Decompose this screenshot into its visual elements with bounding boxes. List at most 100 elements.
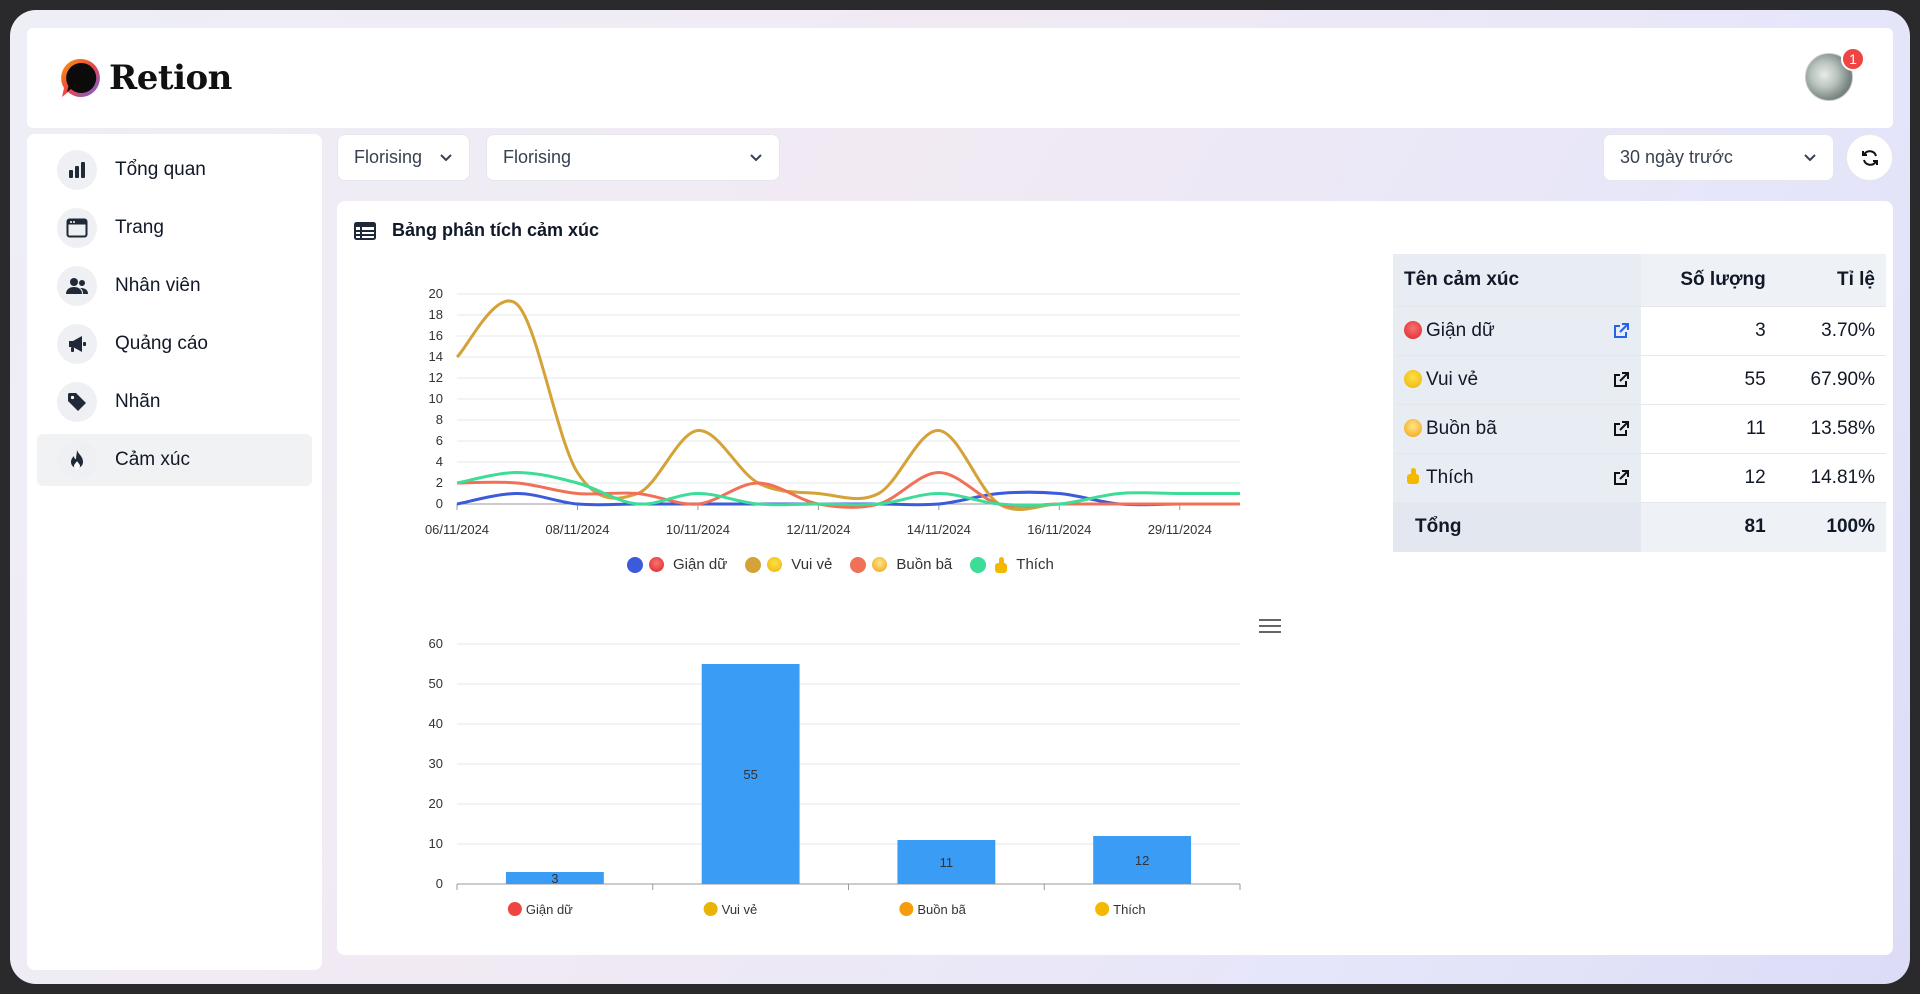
total-ratio: 100%: [1776, 501, 1886, 552]
workspace-select[interactable]: Florising: [337, 134, 470, 181]
crying-face-icon: [872, 557, 888, 572]
x-tick-label: 12/11/2024: [786, 522, 850, 537]
category-emoji-icon: [899, 902, 914, 916]
name-cell: Vui vẻ: [1393, 354, 1641, 404]
top-header: Retion 1: [27, 28, 1893, 128]
app-name: Retion: [109, 58, 232, 98]
table-row: Vui vẻ 55 67.90%: [1393, 354, 1886, 404]
legend-item-happy[interactable]: Vui vẻ: [745, 556, 832, 573]
bar-data-label: 11: [940, 855, 954, 870]
sidebar-item-emotions[interactable]: Cảm xúc: [37, 434, 312, 486]
count-cell: 3: [1641, 305, 1777, 355]
y-tick-label: 60: [429, 636, 443, 651]
workspace-select-value: Florising: [354, 147, 423, 167]
table-header-row: Tên cảm xúc Số lượng Tỉ lệ: [1393, 254, 1886, 306]
chevron-down-icon: [440, 153, 452, 161]
y-tick-label: 14: [429, 349, 443, 364]
emotion-bar-chart: 0 10 20 30 40 50 60 3 Giận dữ 55 Vui vẻ 11 Buồn bã 12…: [429, 636, 1241, 917]
sidebar-item-label: Trang: [115, 217, 164, 238]
y-tick-label: 4: [436, 454, 443, 469]
emotion-table: Tên cảm xúc Số lượng Tỉ lệ Giận dữ 3 3.7…: [1393, 254, 1886, 552]
external-link-icon[interactable]: [1612, 322, 1630, 340]
ratio-cell: 13.58%: [1776, 403, 1886, 453]
sidebar-item-pages[interactable]: Trang: [37, 202, 312, 254]
legend-dot: [627, 556, 643, 573]
bar-data-label: 55: [743, 767, 757, 782]
sidebar-item-overview[interactable]: Tổng quan: [37, 144, 312, 196]
x-tick-label: 08/11/2024: [545, 522, 609, 537]
series-line-2[interactable]: [455, 299, 1240, 511]
bar-chart-icon: [57, 150, 97, 190]
name-cell: Giận dữ: [1393, 305, 1641, 355]
y-tick-label: 30: [429, 756, 443, 771]
category-emoji-icon: [507, 902, 522, 916]
thumbs-up-icon: [1404, 467, 1422, 486]
legend-dot: [970, 556, 987, 573]
bar[interactable]: [701, 664, 800, 884]
sidebar-item-label: Cảm xúc: [115, 449, 190, 470]
refresh-button[interactable]: [1846, 134, 1893, 181]
card-title: Bảng phân tích cảm xúc: [354, 220, 599, 241]
y-tick-label: 50: [429, 676, 443, 691]
sidebar-item-label: Quảng cáo: [115, 333, 208, 354]
column-header-ratio: Tỉ lệ: [1776, 254, 1886, 306]
y-tick-label: 8: [436, 412, 443, 427]
legend-item-sad[interactable]: Buồn bã: [850, 556, 952, 573]
tag-icon: [57, 382, 97, 422]
table-icon: [354, 221, 376, 240]
date-range-select[interactable]: 30 ngày trước: [1603, 134, 1834, 181]
name-cell: Thích: [1393, 452, 1641, 502]
notification-badge: 1: [1841, 47, 1865, 71]
emotion-name: Thích: [1426, 466, 1474, 488]
bar[interactable]: [505, 872, 604, 884]
x-tick-label: Vui vẻ: [722, 902, 758, 917]
y-tick-label: 20: [429, 286, 443, 301]
user-avatar-button[interactable]: 1: [1805, 47, 1865, 103]
external-link-icon[interactable]: [1612, 371, 1630, 389]
legend-label: Buồn bã: [896, 556, 953, 573]
browser-window-icon: [57, 208, 97, 248]
chat-bubble-logo-icon: [61, 58, 100, 97]
category-emoji-icon: [1095, 902, 1110, 916]
y-tick-label: 40: [429, 716, 443, 731]
legend-item-angry[interactable]: Giận dữ: [627, 556, 727, 573]
y-tick-label: 2: [436, 475, 443, 490]
sidebar: Tổng quan Trang Nhân viên Quảng cáo Nhãn: [27, 134, 322, 970]
bar[interactable]: [1093, 836, 1192, 884]
x-tick-label: 14/11/2024: [907, 522, 971, 537]
sidebar-item-tags[interactable]: Nhãn: [37, 376, 312, 428]
legend-dot: [850, 556, 867, 573]
x-tick-label: 10/11/2024: [666, 522, 730, 537]
y-tick-label: 0: [436, 876, 443, 891]
series-line-4[interactable]: [456, 470, 1240, 507]
page-select-value: Florising: [503, 147, 572, 167]
ratio-cell: 14.81%: [1776, 452, 1886, 502]
x-tick-label: 29/11/2024: [1148, 522, 1212, 537]
table-row: Thích 12 14.81%: [1393, 452, 1886, 502]
thumbs-up-icon: [992, 557, 1008, 573]
count-cell: 55: [1641, 354, 1777, 404]
bar[interactable]: [897, 840, 996, 884]
column-header-count: Số lượng: [1641, 254, 1777, 306]
series-line-3[interactable]: [456, 470, 1240, 509]
table-row: Giận dữ 3 3.70%: [1393, 305, 1886, 355]
chevron-down-icon: [750, 153, 762, 161]
sidebar-item-staff[interactable]: Nhân viên: [37, 260, 312, 312]
legend-label: Vui vẻ: [791, 556, 833, 573]
external-link-icon[interactable]: [1612, 469, 1630, 487]
y-tick-label: 10: [429, 391, 443, 406]
legend-item-like[interactable]: Thích: [970, 556, 1054, 573]
refresh-icon: [1861, 149, 1878, 166]
external-link-icon[interactable]: [1612, 420, 1630, 438]
bar-data-label: 12: [1135, 853, 1149, 868]
sidebar-item-ads[interactable]: Quảng cáo: [37, 318, 312, 370]
chart-menu-icon[interactable]: [1259, 618, 1281, 634]
sidebar-item-label: Tổng quan: [115, 159, 206, 180]
crying-face-icon: [1404, 418, 1422, 437]
smiling-face-icon: [1404, 369, 1422, 388]
logo[interactable]: Retion: [59, 56, 232, 100]
category-emoji-icon: [703, 902, 718, 916]
y-tick-label: 10: [429, 836, 443, 851]
emotion-analysis-card: Bảng phân tích cảm xúc 0 2 4 6 8 10 12 14 16 18 20…: [337, 201, 1893, 955]
page-select[interactable]: Florising: [486, 134, 780, 181]
